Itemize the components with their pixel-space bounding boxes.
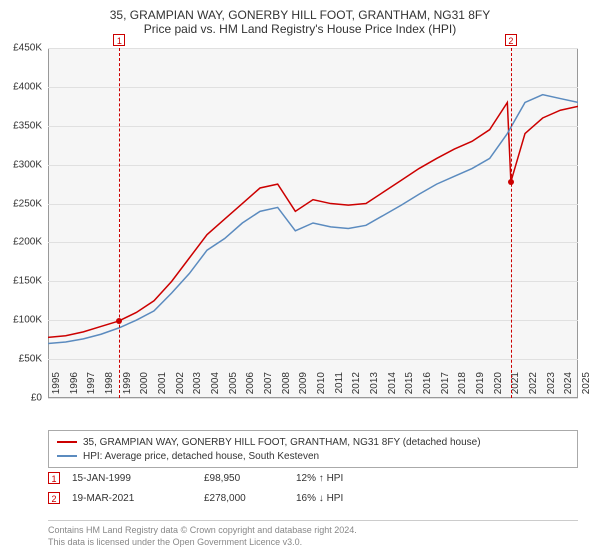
transaction-price: £98,950: [204, 473, 284, 484]
y-axis-label: £150K: [13, 276, 42, 287]
legend-label: 35, GRAMPIAN WAY, GONERBY HILL FOOT, GRA…: [83, 437, 481, 448]
y-axis-label: £450K: [13, 43, 42, 54]
y-axis-label: £400K: [13, 81, 42, 92]
title-line1: 35, GRAMPIAN WAY, GONERBY HILL FOOT, GRA…: [0, 8, 600, 22]
transaction-delta: 12% ↑ HPI: [296, 473, 396, 484]
marker-box: 2: [505, 34, 517, 46]
marker-box: 1: [113, 34, 125, 46]
y-axis-label: £300K: [13, 159, 42, 170]
chart-area: £0£50K£100K£150K£200K£250K£300K£350K£400…: [48, 48, 578, 398]
legend-swatch: [57, 455, 77, 457]
series-line: [48, 102, 578, 337]
legend-item: 35, GRAMPIAN WAY, GONERBY HILL FOOT, GRA…: [57, 435, 569, 449]
transaction-marker: 1: [48, 472, 60, 484]
transaction-price: £278,000: [204, 493, 284, 504]
transaction-date: 15-JAN-1999: [72, 473, 192, 484]
legend-item: HPI: Average price, detached house, Sout…: [57, 449, 569, 463]
marker-dot: [508, 179, 514, 185]
footer-block: Contains HM Land Registry data © Crown c…: [48, 520, 578, 548]
footer-line1: Contains HM Land Registry data © Crown c…: [48, 525, 578, 537]
marker-dashed-line: [511, 48, 512, 398]
y-axis-label: £0: [31, 393, 42, 404]
y-axis-label: £350K: [13, 120, 42, 131]
transaction-row: 1 15-JAN-1999 £98,950 12% ↑ HPI: [48, 468, 578, 488]
marker-dashed-line: [119, 48, 120, 398]
y-axis-label: £50K: [19, 354, 42, 365]
y-axis-label: £100K: [13, 315, 42, 326]
legend-swatch: [57, 441, 77, 443]
x-axis-label: 2025: [581, 372, 592, 402]
transaction-marker: 2: [48, 492, 60, 504]
transaction-row: 2 19-MAR-2021 £278,000 16% ↓ HPI: [48, 488, 578, 508]
title-block: 35, GRAMPIAN WAY, GONERBY HILL FOOT, GRA…: [0, 0, 600, 36]
chart-container: 35, GRAMPIAN WAY, GONERBY HILL FOOT, GRA…: [0, 0, 600, 560]
transaction-table: 1 15-JAN-1999 £98,950 12% ↑ HPI 2 19-MAR…: [48, 468, 578, 508]
series-line: [48, 95, 578, 344]
legend-label: HPI: Average price, detached house, Sout…: [83, 451, 319, 462]
transaction-delta: 16% ↓ HPI: [296, 493, 396, 504]
footer-line2: This data is licensed under the Open Gov…: [48, 537, 578, 549]
legend-box: 35, GRAMPIAN WAY, GONERBY HILL FOOT, GRA…: [48, 430, 578, 468]
marker-dot: [116, 318, 122, 324]
y-axis-label: £250K: [13, 198, 42, 209]
chart-lines: [48, 48, 578, 398]
y-axis-label: £200K: [13, 237, 42, 248]
transaction-date: 19-MAR-2021: [72, 493, 192, 504]
